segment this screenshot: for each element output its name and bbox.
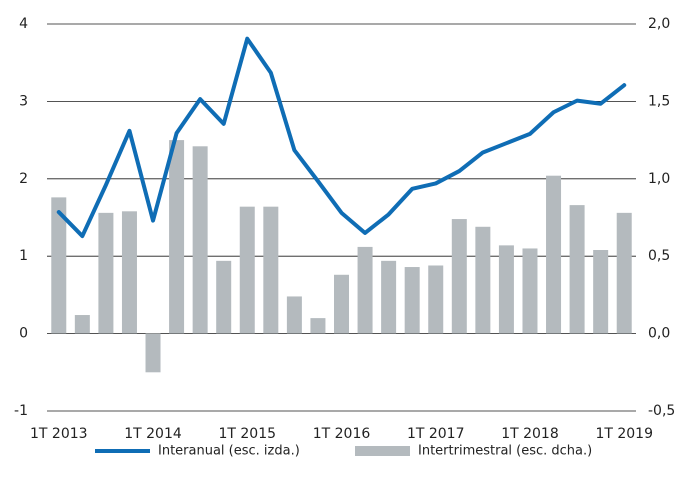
y-tick-label: 2 [19,171,28,187]
y-tick-label: 3 [19,93,28,109]
bar [357,246,373,334]
bar [569,205,585,334]
bar [263,206,279,334]
bar [51,197,67,334]
y-tick-label: 4 [19,16,28,32]
x-tick-label: 1T 2013 [30,426,88,442]
bar [169,140,185,334]
bar [286,296,302,334]
y-tick-label: 0 [19,326,28,342]
x-tick-label: 1T 2018 [501,426,559,442]
bar [145,333,161,373]
bar [498,245,514,334]
bar [451,219,467,334]
bar [404,267,420,334]
bar [74,315,90,334]
legend-label: Interanual (esc. izda.) [158,444,300,459]
bar [98,212,114,334]
y2-tick-label: -0,5 [648,403,675,419]
y2-tick-label: 0,0 [648,326,670,342]
bar [192,146,208,334]
y-tick-label: -1 [14,403,28,419]
y2-tick-label: 0,5 [648,248,670,264]
x-tick-label: 1T 2015 [218,426,276,442]
bar [216,260,232,334]
bar [239,206,255,334]
y2-tick-label: 1,0 [648,171,670,187]
line [56,36,627,239]
bar [121,211,137,334]
x-tick-label: 1T 2017 [407,426,465,442]
legend-swatch [355,446,410,456]
bar [546,175,562,334]
bar [616,212,632,334]
x-tick-label: 1T 2014 [124,426,182,442]
bar [334,274,349,334]
y2-tick-label: 1,5 [648,93,670,109]
x-tick-label: 1T 2016 [313,426,371,442]
bar [310,318,326,334]
y-tick-label: 1 [19,248,28,264]
legend-label: Intertrimestral (esc. dcha.) [418,444,592,459]
y2-tick-label: 2,0 [648,16,670,32]
bar [475,226,491,334]
x-tick-label: 1T 2019 [595,426,653,442]
bar [593,250,609,334]
bar [381,260,397,334]
bar [428,265,444,334]
bar [522,248,538,334]
